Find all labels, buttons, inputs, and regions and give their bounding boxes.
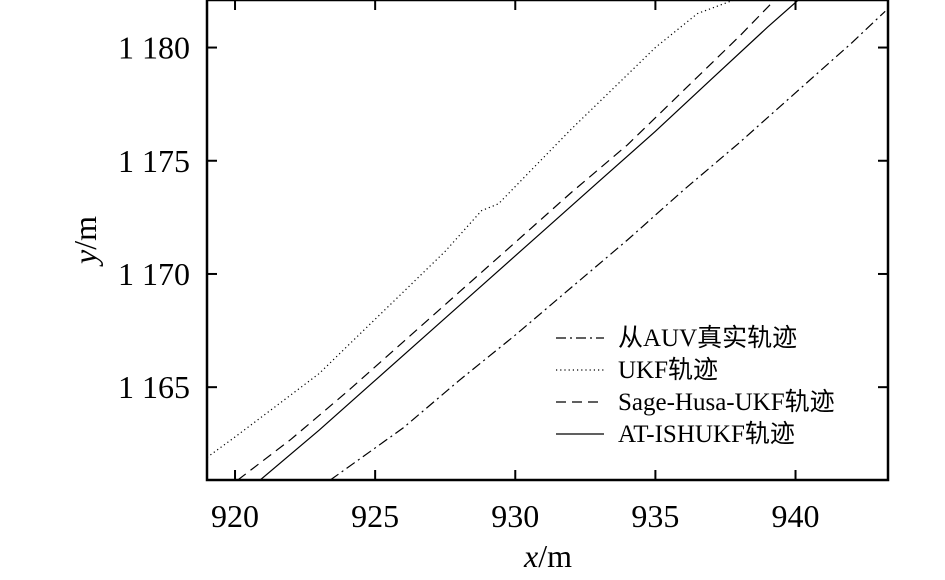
y-tick-label: 1 180 [118,30,190,66]
series-line-2 [207,0,735,458]
x-tick-label: 925 [351,498,399,534]
ticks-layer: 920 925 930 935 940 1 165 1 170 1 175 1 180 [118,0,888,534]
legend-label-4: AT-ISHUKF轨迹 [618,420,795,448]
x-axis-label: x/m [523,538,572,574]
series-line-4 [259,0,799,480]
y-tick-label: 1 165 [118,369,190,405]
x-tick-label: 935 [631,498,679,534]
legend-label-3: Sage-Husa-UKF轨迹 [618,388,835,416]
x-tick-label: 940 [772,498,820,534]
legend: 从AUV真实轨迹 UKF轨迹 Sage-Husa-UKF轨迹 AT-ISHUKF轨迹 [556,324,835,448]
series-layer [207,0,886,480]
series-line-1 [329,10,886,480]
legend-label-1: 从AUV真实轨迹 [618,324,797,352]
x-tick-label: 920 [211,498,259,534]
y-tick-label: 1 170 [118,256,190,292]
y-axis-label: y/m [67,216,103,267]
y-tick-label: 1 175 [118,143,190,179]
plot-frame [205,0,890,482]
series-line-3 [237,4,771,480]
legend-label-2: UKF轨迹 [618,356,718,384]
x-tick-label: 930 [491,498,539,534]
